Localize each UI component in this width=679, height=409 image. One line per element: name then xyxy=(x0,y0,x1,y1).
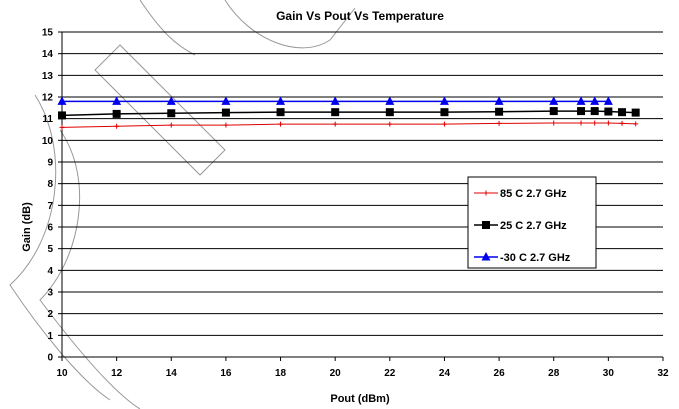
x-tick-label: 12 xyxy=(111,368,123,379)
x-axis-label: Pout (dBm) xyxy=(330,393,390,405)
series-point xyxy=(385,96,395,105)
y-tick-label: 15 xyxy=(42,28,54,39)
axes xyxy=(58,31,664,361)
legend-marker-1 xyxy=(482,221,490,229)
legend-label-2: -30 C 2.7 GHz xyxy=(500,252,571,264)
chart-title: Gain Vs Pout Vs Temperature xyxy=(276,9,444,23)
series-point xyxy=(114,123,120,129)
series-point xyxy=(276,108,285,117)
x-tick-label: 20 xyxy=(330,368,342,379)
y-tick-label: 14 xyxy=(42,49,54,60)
x-tick-label: 10 xyxy=(56,368,68,379)
y-tick-label: 13 xyxy=(42,71,54,82)
y-tick-label: 5 xyxy=(47,244,53,255)
y-tick-label: 1 xyxy=(47,331,53,342)
series-point xyxy=(633,121,639,127)
series-point xyxy=(551,120,557,126)
series-point xyxy=(223,122,229,128)
series-point xyxy=(604,107,613,116)
series-point xyxy=(576,96,586,105)
y-tick-label: 0 xyxy=(47,353,53,364)
series-point xyxy=(592,120,598,126)
series-point xyxy=(603,96,613,105)
y-tick-label: 11 xyxy=(42,114,53,125)
series-point xyxy=(549,96,559,105)
legend: 85 C 2.7 GHz 25 C 2.7 GHz -30 C 2.7 GHz xyxy=(467,176,597,269)
series-line-1 xyxy=(61,110,636,117)
y-tick-label: 3 xyxy=(47,288,53,299)
y-tick-label: 10 xyxy=(42,136,54,147)
series-point xyxy=(496,120,502,126)
series-point xyxy=(590,96,600,105)
watermark-outline xyxy=(9,0,356,409)
legend-label-1: 25 C 2.7 GHz xyxy=(500,220,567,232)
series-point xyxy=(221,96,231,105)
series-point xyxy=(57,96,67,105)
series-1 xyxy=(58,107,640,120)
x-tick-label: 14 xyxy=(166,368,178,379)
legend-marker-2 xyxy=(481,252,491,261)
series-point xyxy=(385,108,394,117)
series-point xyxy=(332,121,338,127)
x-tick-label: 32 xyxy=(657,368,669,379)
series-point xyxy=(605,120,611,126)
series-point xyxy=(441,121,447,127)
series-point xyxy=(439,96,449,105)
series-point xyxy=(59,124,65,130)
series-point xyxy=(112,109,121,118)
series-group xyxy=(57,96,640,130)
series-point xyxy=(495,107,504,116)
series-point xyxy=(590,107,599,116)
series-point xyxy=(440,108,449,117)
series-point xyxy=(58,111,66,120)
y-axis-label: Gain (dB) xyxy=(21,202,33,252)
y-tick-label: 4 xyxy=(47,266,53,277)
series-point xyxy=(168,122,174,128)
x-tick-label: 24 xyxy=(439,368,451,379)
series-point xyxy=(278,121,284,127)
series-point xyxy=(619,120,625,126)
y-tick-label: 9 xyxy=(47,158,53,169)
x-tick-label: 16 xyxy=(220,368,232,379)
series-point xyxy=(331,108,340,117)
series-2 xyxy=(57,96,613,105)
series-point xyxy=(494,96,504,105)
x-tick-label: 30 xyxy=(603,368,615,379)
series-point xyxy=(577,107,586,116)
x-tick-label: 22 xyxy=(384,368,396,379)
x-tick-label: 26 xyxy=(494,368,506,379)
series-point xyxy=(549,107,558,116)
legend-label-0: 85 C 2.7 GHz xyxy=(500,188,567,200)
y-tick-label: 2 xyxy=(47,309,53,320)
series-point xyxy=(578,120,584,126)
y-tick-label: 8 xyxy=(47,179,53,190)
x-tick-label: 18 xyxy=(275,368,287,379)
series-0 xyxy=(59,120,639,130)
series-point xyxy=(221,108,230,117)
series-point xyxy=(112,96,122,105)
y-tick-label: 6 xyxy=(47,223,53,234)
x-tick-label: 28 xyxy=(548,368,560,379)
series-point xyxy=(276,96,286,105)
series-point xyxy=(166,96,176,105)
legend-marker-0 xyxy=(483,190,489,196)
series-point xyxy=(387,121,393,127)
series-point xyxy=(618,108,627,117)
series-point xyxy=(330,96,340,105)
series-point xyxy=(631,108,640,117)
series-point xyxy=(167,109,176,118)
x-tick-labels: 10 12 14 16 18 20 22 24 26 28 30 32 xyxy=(56,368,669,379)
y-tick-label: 7 xyxy=(47,201,53,212)
y-tick-label: 12 xyxy=(42,93,54,104)
